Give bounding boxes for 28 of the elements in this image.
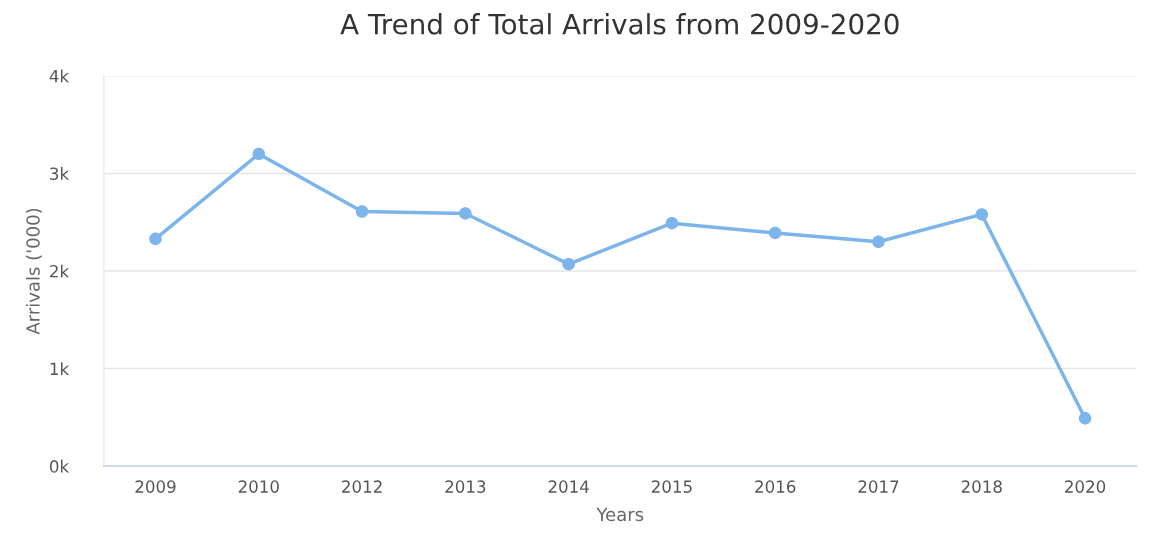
point (149, 232, 162, 246)
y-tick-label: 0k (49, 459, 70, 473)
y-axis-title: Arrivals ('000) (25, 208, 42, 335)
y-tick-label: 1k (50, 362, 70, 375)
chart-title: A Trend of Total Arrivals from 2009-2020 (340, 13, 899, 35)
x-axis-title: Years (596, 507, 644, 522)
point (459, 207, 472, 220)
x-tick-label: 2015 (651, 480, 692, 493)
point (1078, 412, 1092, 425)
point (355, 205, 369, 218)
x-tick-label: 2018 (961, 480, 1002, 493)
y-tick-label: 2k (50, 264, 70, 278)
x-tick-label: 2020 (1065, 480, 1106, 493)
x-tick-label: 2013 (445, 480, 486, 493)
point (562, 257, 575, 271)
point (252, 147, 266, 161)
x-tick-label: 2016 (755, 480, 796, 493)
y-tick-label: 4k (49, 69, 70, 83)
x-tick-label: 2014 (548, 480, 589, 493)
y-tick-label: 3k (50, 167, 70, 181)
point (768, 226, 782, 240)
point (975, 208, 989, 221)
point (872, 235, 885, 248)
x-tick-label: 2009 (135, 480, 176, 493)
x-tick-label: 2012 (342, 480, 382, 493)
point (665, 216, 679, 230)
x-tick-label: 2017 (858, 480, 899, 493)
x-tick-label: 2010 (238, 480, 279, 493)
